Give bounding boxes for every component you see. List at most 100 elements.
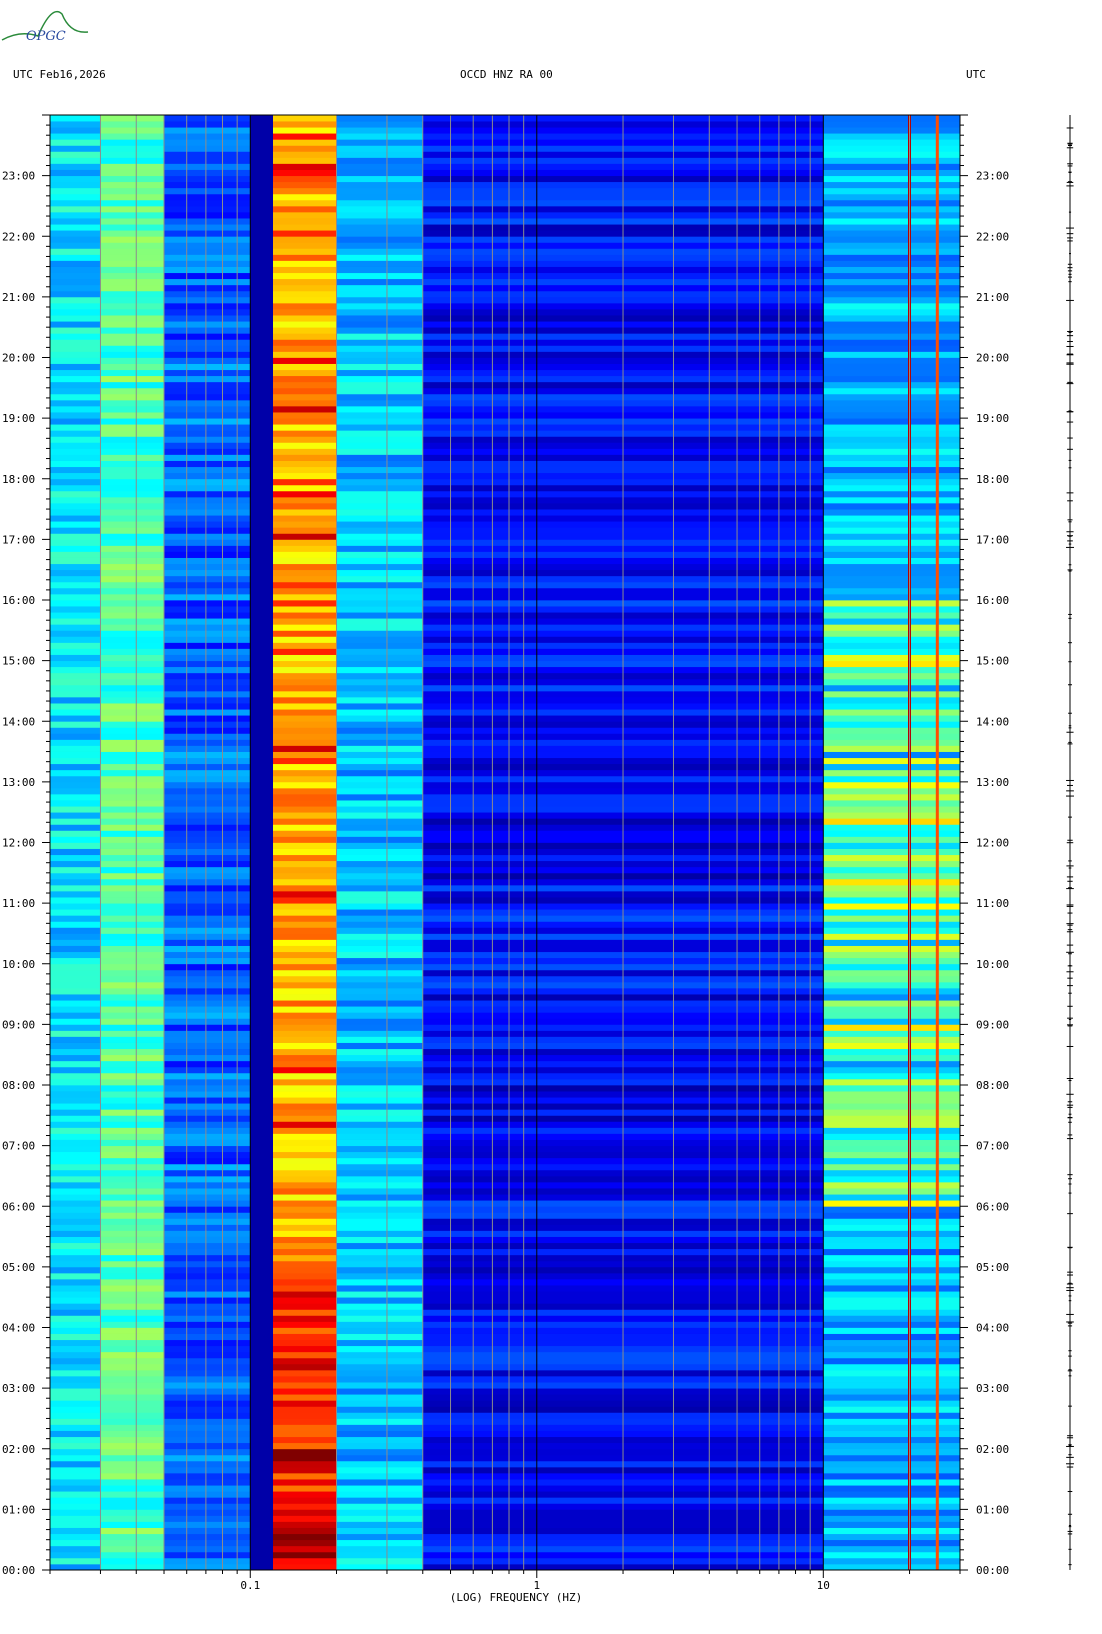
heatmap-cell	[164, 1333, 251, 1341]
heatmap-cell	[336, 563, 423, 571]
heatmap-cell	[164, 642, 251, 649]
heatmap-cell	[50, 406, 101, 413]
x-tick-label: 1	[533, 1579, 540, 1592]
heatmap-cell	[100, 994, 165, 1001]
heatmap-cell	[273, 1272, 337, 1280]
heatmap-cell	[100, 1097, 165, 1104]
heatmap-cell	[823, 1424, 960, 1431]
heatmap-cell	[823, 333, 960, 340]
heatmap-cell	[823, 660, 960, 668]
heatmap-cell	[164, 151, 251, 158]
heatmap-cell	[336, 406, 423, 413]
heatmap-cell	[273, 666, 337, 674]
heatmap-cell	[100, 472, 165, 480]
heatmap-cell	[50, 678, 101, 686]
heatmap-cell	[100, 866, 165, 874]
heatmap-cell	[273, 551, 337, 558]
heatmap-cell	[100, 266, 165, 274]
heatmap-cell	[50, 1430, 101, 1438]
heatmap-cell	[50, 1388, 101, 1395]
heatmap-cell	[100, 1382, 165, 1389]
heatmap-cell	[50, 1485, 101, 1492]
heatmap-cell	[273, 1442, 337, 1450]
heatmap-cell	[273, 1279, 337, 1286]
heatmap-cell	[273, 1485, 337, 1492]
y-tick-label: 01:00	[976, 1503, 1009, 1516]
heatmap-cell	[273, 1206, 337, 1213]
heatmap-cell	[164, 115, 251, 122]
heatmap-cell	[823, 345, 960, 352]
heatmap-cell	[164, 1563, 251, 1571]
heatmap-cell	[164, 236, 251, 243]
heatmap-cell	[336, 199, 423, 207]
heatmap-cell	[100, 1369, 165, 1377]
heatmap-cell	[823, 1224, 960, 1231]
heatmap-cell	[336, 460, 423, 468]
y-tick-label: 00:00	[976, 1564, 1009, 1577]
heatmap-cell	[100, 1466, 165, 1474]
heatmap-cell	[273, 399, 337, 407]
y-tick-label: 23:00	[976, 170, 1009, 183]
heatmap-cell	[336, 1509, 423, 1516]
heatmap-cell	[50, 1527, 101, 1535]
heatmap-cell	[823, 1151, 960, 1159]
heatmap-cell	[823, 1369, 960, 1377]
heatmap-cell	[336, 169, 423, 177]
heatmap-cell	[336, 1121, 423, 1128]
heatmap-cell	[50, 1479, 101, 1486]
heatmap-cell	[336, 751, 423, 759]
heatmap-cell	[164, 1060, 251, 1068]
heatmap-cell	[273, 727, 337, 734]
y-tick-label: 02:00	[2, 1443, 35, 1456]
heatmap-cell	[50, 787, 101, 795]
heatmap-cell	[50, 1551, 101, 1559]
heatmap-cell	[100, 345, 165, 352]
heatmap-cell	[164, 988, 251, 995]
heatmap-cell	[823, 1412, 960, 1419]
heatmap-cell	[164, 127, 251, 134]
heatmap-cell	[164, 1448, 251, 1456]
heatmap-cell	[164, 1533, 251, 1541]
heatmap-cell	[823, 1491, 960, 1498]
heatmap-cell	[50, 630, 101, 637]
heatmap-cell	[50, 745, 101, 752]
heatmap-cell	[50, 515, 101, 522]
heatmap-cell	[50, 581, 101, 589]
heatmap-cell	[336, 848, 423, 856]
heatmap-cell	[273, 1218, 337, 1225]
heatmap-cell	[164, 1327, 251, 1334]
heatmap-cell	[273, 951, 337, 959]
heatmap-cell	[823, 1515, 960, 1522]
logo-text: OPGC	[26, 29, 66, 44]
heatmap-cell	[336, 800, 423, 807]
heatmap-cell	[50, 115, 101, 122]
heatmap-cell	[823, 1297, 960, 1304]
heatmap-cell	[273, 1521, 337, 1528]
heatmap-cell	[336, 1515, 423, 1522]
heatmap-cell	[50, 1188, 101, 1195]
heatmap-cell	[164, 1054, 251, 1062]
heatmap-cell	[164, 994, 251, 1001]
heatmap-cell	[50, 957, 101, 965]
heatmap-cell	[823, 733, 960, 740]
heatmap-cell	[50, 436, 101, 443]
heatmap-cell	[50, 1036, 101, 1043]
heatmap-cell	[100, 690, 165, 698]
heatmap-cell	[100, 1388, 165, 1395]
heatmap-cell	[50, 1327, 101, 1334]
y-tick-label: 04:00	[2, 1322, 35, 1335]
heatmap-cell	[50, 1406, 101, 1413]
heatmap-cell	[823, 266, 960, 274]
heatmap-cell	[50, 1363, 101, 1371]
heatmap-cell	[50, 903, 101, 910]
heatmap-cell	[50, 897, 101, 904]
heatmap-cell	[164, 1406, 251, 1413]
heatmap-cell	[336, 1175, 423, 1183]
heatmap-cell	[273, 794, 337, 801]
y-tick-label: 13:00	[976, 776, 1009, 789]
heatmap-cell	[336, 963, 423, 971]
heatmap-cell	[164, 381, 251, 389]
heatmap-cell	[164, 1436, 251, 1444]
heatmap-cell	[100, 587, 165, 595]
heatmap-cell	[273, 1236, 337, 1244]
